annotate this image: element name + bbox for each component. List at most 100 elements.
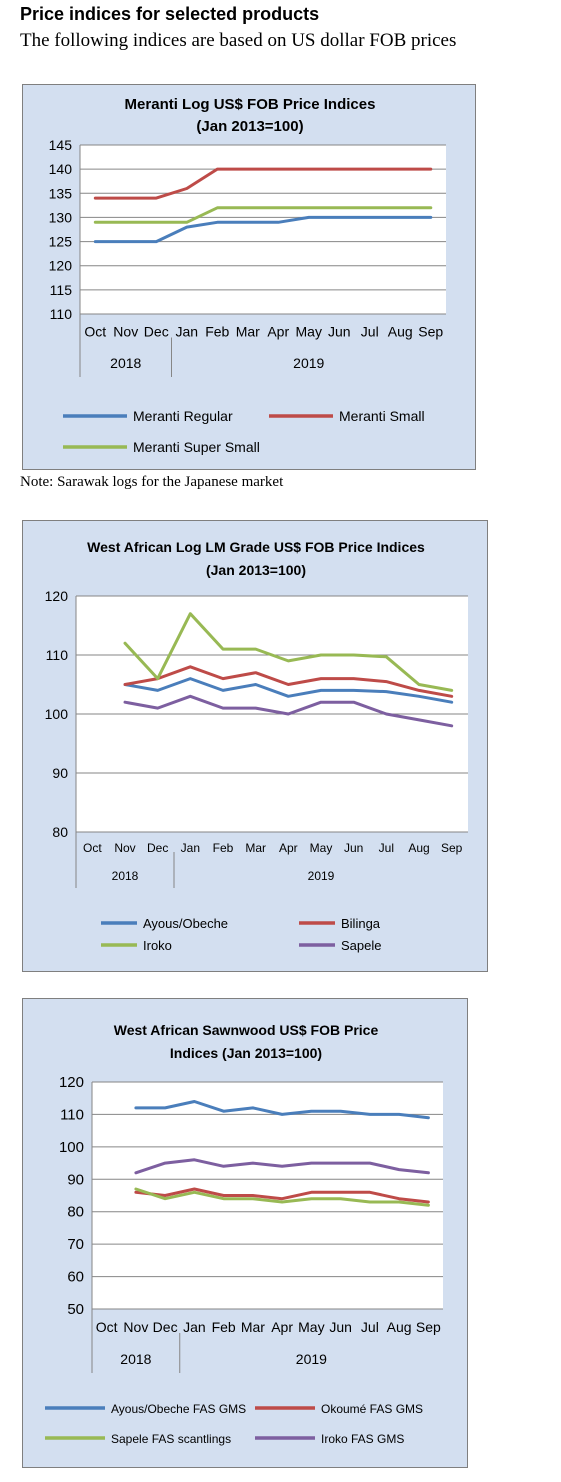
year-label: 2019 <box>308 869 335 883</box>
y-tick-label: 100 <box>45 706 69 722</box>
x-tick-label: Jul <box>361 1319 379 1335</box>
chart-subtitle: Indices (Jan 2013=100) <box>170 1045 322 1061</box>
chart-note: Note: Sarawak logs for the Japanese mark… <box>20 474 284 490</box>
x-tick-label: Jan <box>183 1319 206 1335</box>
meranti-chart: Meranti Log US$ FOB Price Indices (Jan 20… <box>22 84 476 470</box>
plot-area <box>80 145 446 314</box>
legend-label: Iroko <box>143 938 172 953</box>
year-label: 2018 <box>120 1351 151 1367</box>
chart-title: West African Sawnwood US$ FOB Price <box>114 1022 379 1038</box>
chart-1-svg: West African Log LM Grade US$ FOB Price … <box>45 539 468 953</box>
page-title: Price indices for selected products <box>20 4 320 24</box>
y-tick-label: 50 <box>67 1301 84 1318</box>
y-tick-label: 110 <box>60 1106 84 1123</box>
x-tick-label: Nov <box>123 1319 148 1335</box>
y-tick-label: 120 <box>45 588 69 604</box>
y-tick-label: 70 <box>67 1236 84 1253</box>
y-tick-label: 115 <box>50 282 73 298</box>
x-tick-label: Apr <box>267 324 289 340</box>
year-label: 2019 <box>296 1351 327 1367</box>
chart-title: West African Log LM Grade US$ FOB Price … <box>87 539 425 555</box>
series-line <box>93 167 433 200</box>
west-african-log-chart: West African Log LM Grade US$ FOB Price … <box>22 520 488 972</box>
x-tick-label: Oct <box>83 841 102 855</box>
chart-2-svg: West African Sawnwood US$ FOB Price Indic… <box>45 1022 443 1446</box>
x-tick-label: Aug <box>388 324 413 340</box>
y-tick-label: 130 <box>49 209 73 225</box>
x-tick-label: Aug <box>408 841 429 855</box>
x-tick-label: Sep <box>441 841 463 855</box>
x-tick-label: Apr <box>279 841 298 855</box>
x-tick-label: Feb <box>212 1319 236 1335</box>
x-tick-label: Sep <box>418 324 443 340</box>
x-tick-label: Dec <box>144 324 169 340</box>
legend-label: Okoumé FAS GMS <box>321 1402 423 1416</box>
year-label: 2018 <box>112 869 139 883</box>
chart-subtitle: (Jan 2013=100) <box>206 562 306 578</box>
x-tick-label: Jun <box>328 324 351 340</box>
x-tick-label: Sep <box>416 1319 441 1335</box>
legend-label: Meranti Regular <box>133 408 233 424</box>
legend-label: Meranti Super Small <box>133 439 260 455</box>
series-line <box>134 1187 430 1204</box>
y-tick-label: 110 <box>50 306 73 322</box>
x-tick-label: Dec <box>153 1319 178 1335</box>
x-tick-label: Dec <box>147 841 168 855</box>
x-tick-label: May <box>298 1319 324 1335</box>
chart-0-svg: Meranti Log US$ FOB Price Indices (Jan 20… <box>49 96 446 455</box>
legend-label: Ayous/Obeche <box>143 916 228 931</box>
x-tick-label: Oct <box>96 1319 118 1335</box>
x-tick-label: Feb <box>213 841 234 855</box>
year-label: 2018 <box>110 355 141 371</box>
chart-subtitle: (Jan 2013=100) <box>196 118 303 135</box>
y-tick-label: 120 <box>59 1074 84 1091</box>
legend-label: Sapele FAS scantlings <box>111 1432 231 1446</box>
x-tick-label: Mar <box>236 324 260 340</box>
x-tick-label: Feb <box>205 324 229 340</box>
x-tick-label: Jul <box>379 841 394 855</box>
x-tick-label: Jan <box>181 841 200 855</box>
series-line <box>93 215 433 244</box>
series-line <box>134 1187 430 1207</box>
series-line <box>134 1158 430 1175</box>
y-tick-label: 120 <box>49 258 73 274</box>
series-line <box>123 677 454 704</box>
x-tick-label: Apr <box>271 1319 293 1335</box>
y-tick-label: 125 <box>49 234 73 250</box>
chart-title: Meranti Log US$ FOB Price Indices <box>125 96 376 113</box>
series-line <box>93 206 433 224</box>
y-tick-label: 90 <box>67 1171 84 1188</box>
page-subtitle: The following indices are based on US do… <box>20 30 457 51</box>
y-tick-label: 60 <box>67 1269 84 1286</box>
series-line <box>123 612 454 692</box>
y-tick-label: 140 <box>49 161 73 177</box>
x-tick-label: Jun <box>329 1319 352 1335</box>
legend-label: Iroko FAS GMS <box>321 1432 404 1446</box>
y-tick-label: 145 <box>49 137 73 153</box>
legend-label: Meranti Small <box>339 408 425 424</box>
x-tick-label: Jun <box>344 841 363 855</box>
x-tick-label: Jan <box>175 324 198 340</box>
x-tick-label: Nov <box>114 841 135 855</box>
y-tick-label: 80 <box>52 824 68 840</box>
legend-label: Ayous/Obeche FAS GMS <box>111 1402 246 1416</box>
x-tick-label: Mar <box>241 1319 265 1335</box>
x-tick-label: Mar <box>245 841 266 855</box>
legend-label: Bilinga <box>341 916 381 931</box>
x-tick-label: May <box>310 841 333 855</box>
y-tick-label: 135 <box>49 185 73 201</box>
x-tick-label: May <box>296 324 322 340</box>
x-tick-label: Nov <box>113 324 138 340</box>
series-line <box>134 1100 430 1120</box>
year-label: 2019 <box>293 355 324 371</box>
y-tick-label: 110 <box>46 647 69 663</box>
series-line <box>123 694 454 728</box>
y-tick-label: 90 <box>52 765 68 781</box>
series-line <box>123 665 454 698</box>
legend-label: Sapele <box>341 938 381 953</box>
x-tick-label: Jul <box>361 324 379 340</box>
y-tick-label: 100 <box>59 1139 84 1156</box>
x-tick-label: Oct <box>84 324 106 340</box>
y-tick-label: 80 <box>67 1204 84 1221</box>
x-tick-label: Aug <box>387 1319 412 1335</box>
